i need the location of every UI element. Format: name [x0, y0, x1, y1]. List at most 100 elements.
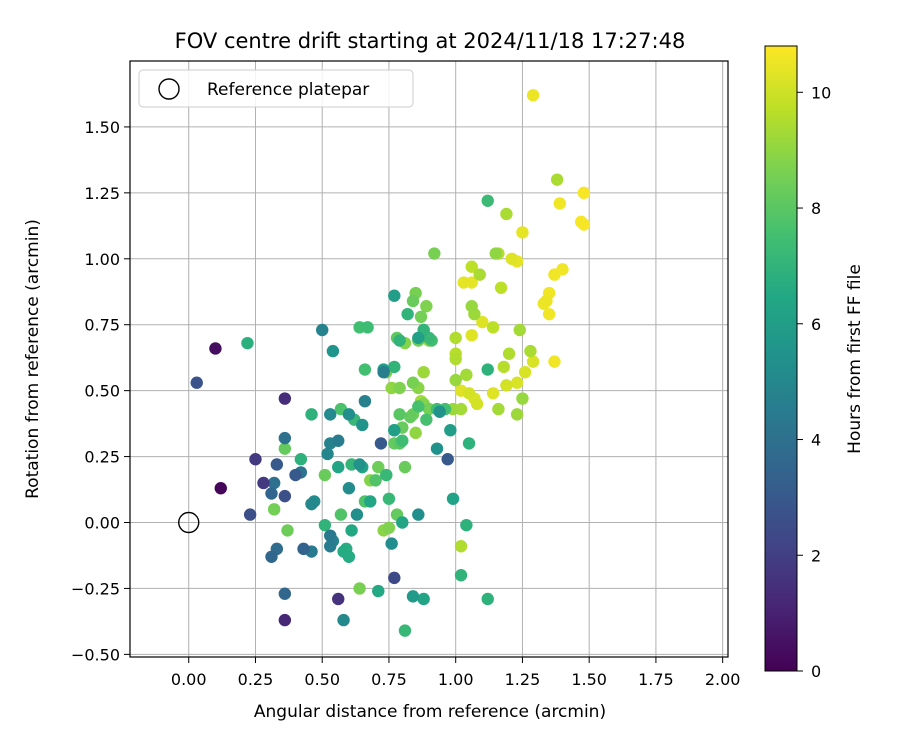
data-point	[358, 363, 372, 376]
x-tick-label: 0.00	[171, 670, 207, 689]
data-point	[249, 453, 262, 466]
data-point	[377, 365, 390, 379]
data-point	[548, 268, 561, 281]
data-point	[460, 518, 473, 532]
data-point	[388, 571, 401, 585]
data-point	[321, 447, 334, 461]
x-tick-label: 1.25	[505, 670, 541, 689]
data-point	[345, 524, 358, 537]
data-point	[449, 373, 462, 387]
data-point	[267, 503, 281, 516]
data-point	[500, 379, 513, 392]
data-point	[417, 592, 430, 606]
data-point	[404, 410, 417, 424]
data-point	[372, 584, 385, 598]
data-point	[332, 460, 345, 474]
data-point	[380, 468, 393, 482]
x-tick-label: 0.50	[304, 670, 340, 689]
data-point	[297, 542, 310, 556]
data-point	[278, 431, 292, 445]
data-point	[526, 89, 540, 102]
data-point	[318, 468, 332, 482]
axes-frame	[129, 60, 729, 658]
x-tick-label: 0.75	[371, 670, 407, 689]
data-point	[396, 516, 409, 529]
plot-background	[130, 61, 728, 657]
data-point	[462, 437, 476, 450]
data-point	[406, 590, 420, 603]
y-axis-ticks: −0.50 −0.25 0.00 0.25 0.50 0.75 1.00 1.25 1.50	[71, 118, 130, 664]
data-point	[537, 297, 550, 310]
data-point	[460, 368, 473, 382]
data-point	[316, 323, 329, 337]
data-point	[510, 408, 524, 421]
data-point	[267, 476, 281, 490]
data-point	[388, 424, 401, 437]
y-tick-label: 0.25	[84, 448, 120, 467]
data-point	[396, 434, 409, 447]
data-point	[278, 587, 292, 600]
y-tick-label: −0.50	[71, 645, 120, 664]
data-point	[369, 474, 382, 487]
data-point	[350, 508, 364, 521]
data-point	[305, 497, 318, 511]
data-point	[481, 363, 494, 376]
data-point	[388, 360, 401, 374]
data-point	[473, 268, 486, 281]
legend-box	[138, 69, 414, 108]
reference-platepar-point	[178, 511, 200, 534]
chart-title: FOV centre drift starting at 2024/11/18 …	[175, 29, 686, 53]
data-point	[412, 331, 425, 345]
data-point	[446, 492, 460, 505]
data-point	[401, 307, 414, 321]
data-point	[420, 413, 433, 426]
data-point	[481, 194, 494, 207]
data-point	[444, 424, 457, 437]
data-point	[334, 508, 348, 521]
data-point	[289, 468, 302, 482]
data-point	[337, 613, 350, 627]
colorbar-tick-label: 4	[811, 431, 821, 450]
data-point	[406, 376, 420, 389]
data-point	[364, 495, 377, 508]
data-point	[372, 460, 385, 474]
data-point	[241, 336, 254, 350]
data-point	[454, 540, 468, 553]
data-point	[548, 355, 561, 368]
data-point	[305, 408, 318, 421]
data-point	[281, 524, 294, 537]
data-point	[356, 418, 369, 432]
x-tick-label: 1.50	[571, 670, 607, 689]
data-point	[358, 394, 372, 408]
data-point	[470, 397, 484, 411]
data-point	[428, 247, 441, 260]
y-tick-label: 1.25	[84, 184, 120, 203]
y-tick-label: 1.50	[84, 118, 120, 137]
data-point	[257, 476, 270, 490]
x-tick-label: 1.00	[438, 670, 474, 689]
data-point	[433, 405, 446, 418]
data-point	[526, 355, 540, 368]
data-point	[326, 344, 340, 358]
colorbar-tick-label: 10	[811, 83, 831, 102]
data-point	[465, 276, 478, 289]
data-point	[265, 487, 278, 500]
data-point	[492, 402, 505, 416]
data-point	[481, 592, 494, 606]
data-point	[374, 437, 388, 450]
data-point	[550, 173, 564, 186]
data-point	[524, 344, 537, 358]
data-point	[324, 540, 337, 553]
data-point	[417, 365, 430, 379]
data-point	[388, 289, 401, 302]
data-point	[393, 334, 406, 347]
data-point	[353, 458, 366, 471]
data-point	[324, 408, 337, 421]
data-point	[332, 592, 345, 606]
data-point	[278, 392, 292, 405]
data-point	[465, 300, 478, 313]
y-axis-label: Rotation from reference (arcmin)	[23, 219, 43, 499]
data-point	[385, 537, 398, 550]
data-point	[486, 321, 500, 334]
